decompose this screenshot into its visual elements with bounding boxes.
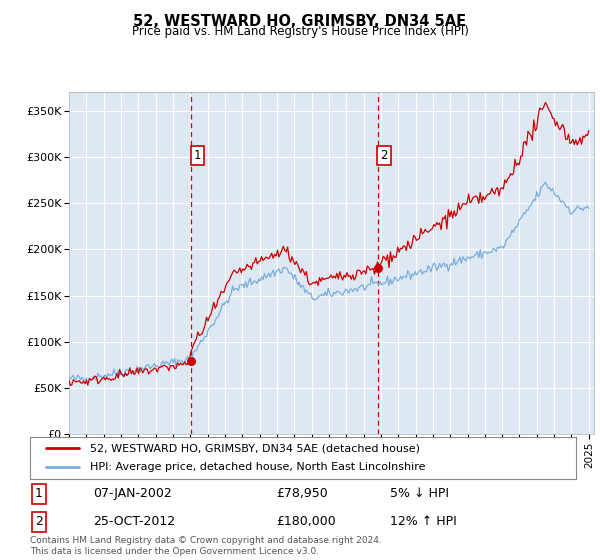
Text: 07-JAN-2002: 07-JAN-2002: [93, 487, 172, 501]
Text: 5% ↓ HPI: 5% ↓ HPI: [390, 487, 449, 501]
Text: Price paid vs. HM Land Registry's House Price Index (HPI): Price paid vs. HM Land Registry's House …: [131, 25, 469, 38]
Text: 52, WESTWARD HO, GRIMSBY, DN34 5AE (detached house): 52, WESTWARD HO, GRIMSBY, DN34 5AE (deta…: [90, 443, 420, 453]
Text: £180,000: £180,000: [276, 515, 336, 529]
Text: 25-OCT-2012: 25-OCT-2012: [93, 515, 175, 529]
Text: £78,950: £78,950: [276, 487, 328, 501]
Text: 1: 1: [35, 487, 43, 501]
Text: 2: 2: [380, 149, 388, 162]
Text: Contains HM Land Registry data © Crown copyright and database right 2024.
This d: Contains HM Land Registry data © Crown c…: [30, 536, 382, 556]
Text: HPI: Average price, detached house, North East Lincolnshire: HPI: Average price, detached house, Nort…: [90, 463, 425, 473]
Text: 1: 1: [194, 149, 201, 162]
Text: 12% ↑ HPI: 12% ↑ HPI: [390, 515, 457, 529]
Text: 2: 2: [35, 515, 43, 529]
Text: 52, WESTWARD HO, GRIMSBY, DN34 5AE: 52, WESTWARD HO, GRIMSBY, DN34 5AE: [133, 14, 467, 29]
